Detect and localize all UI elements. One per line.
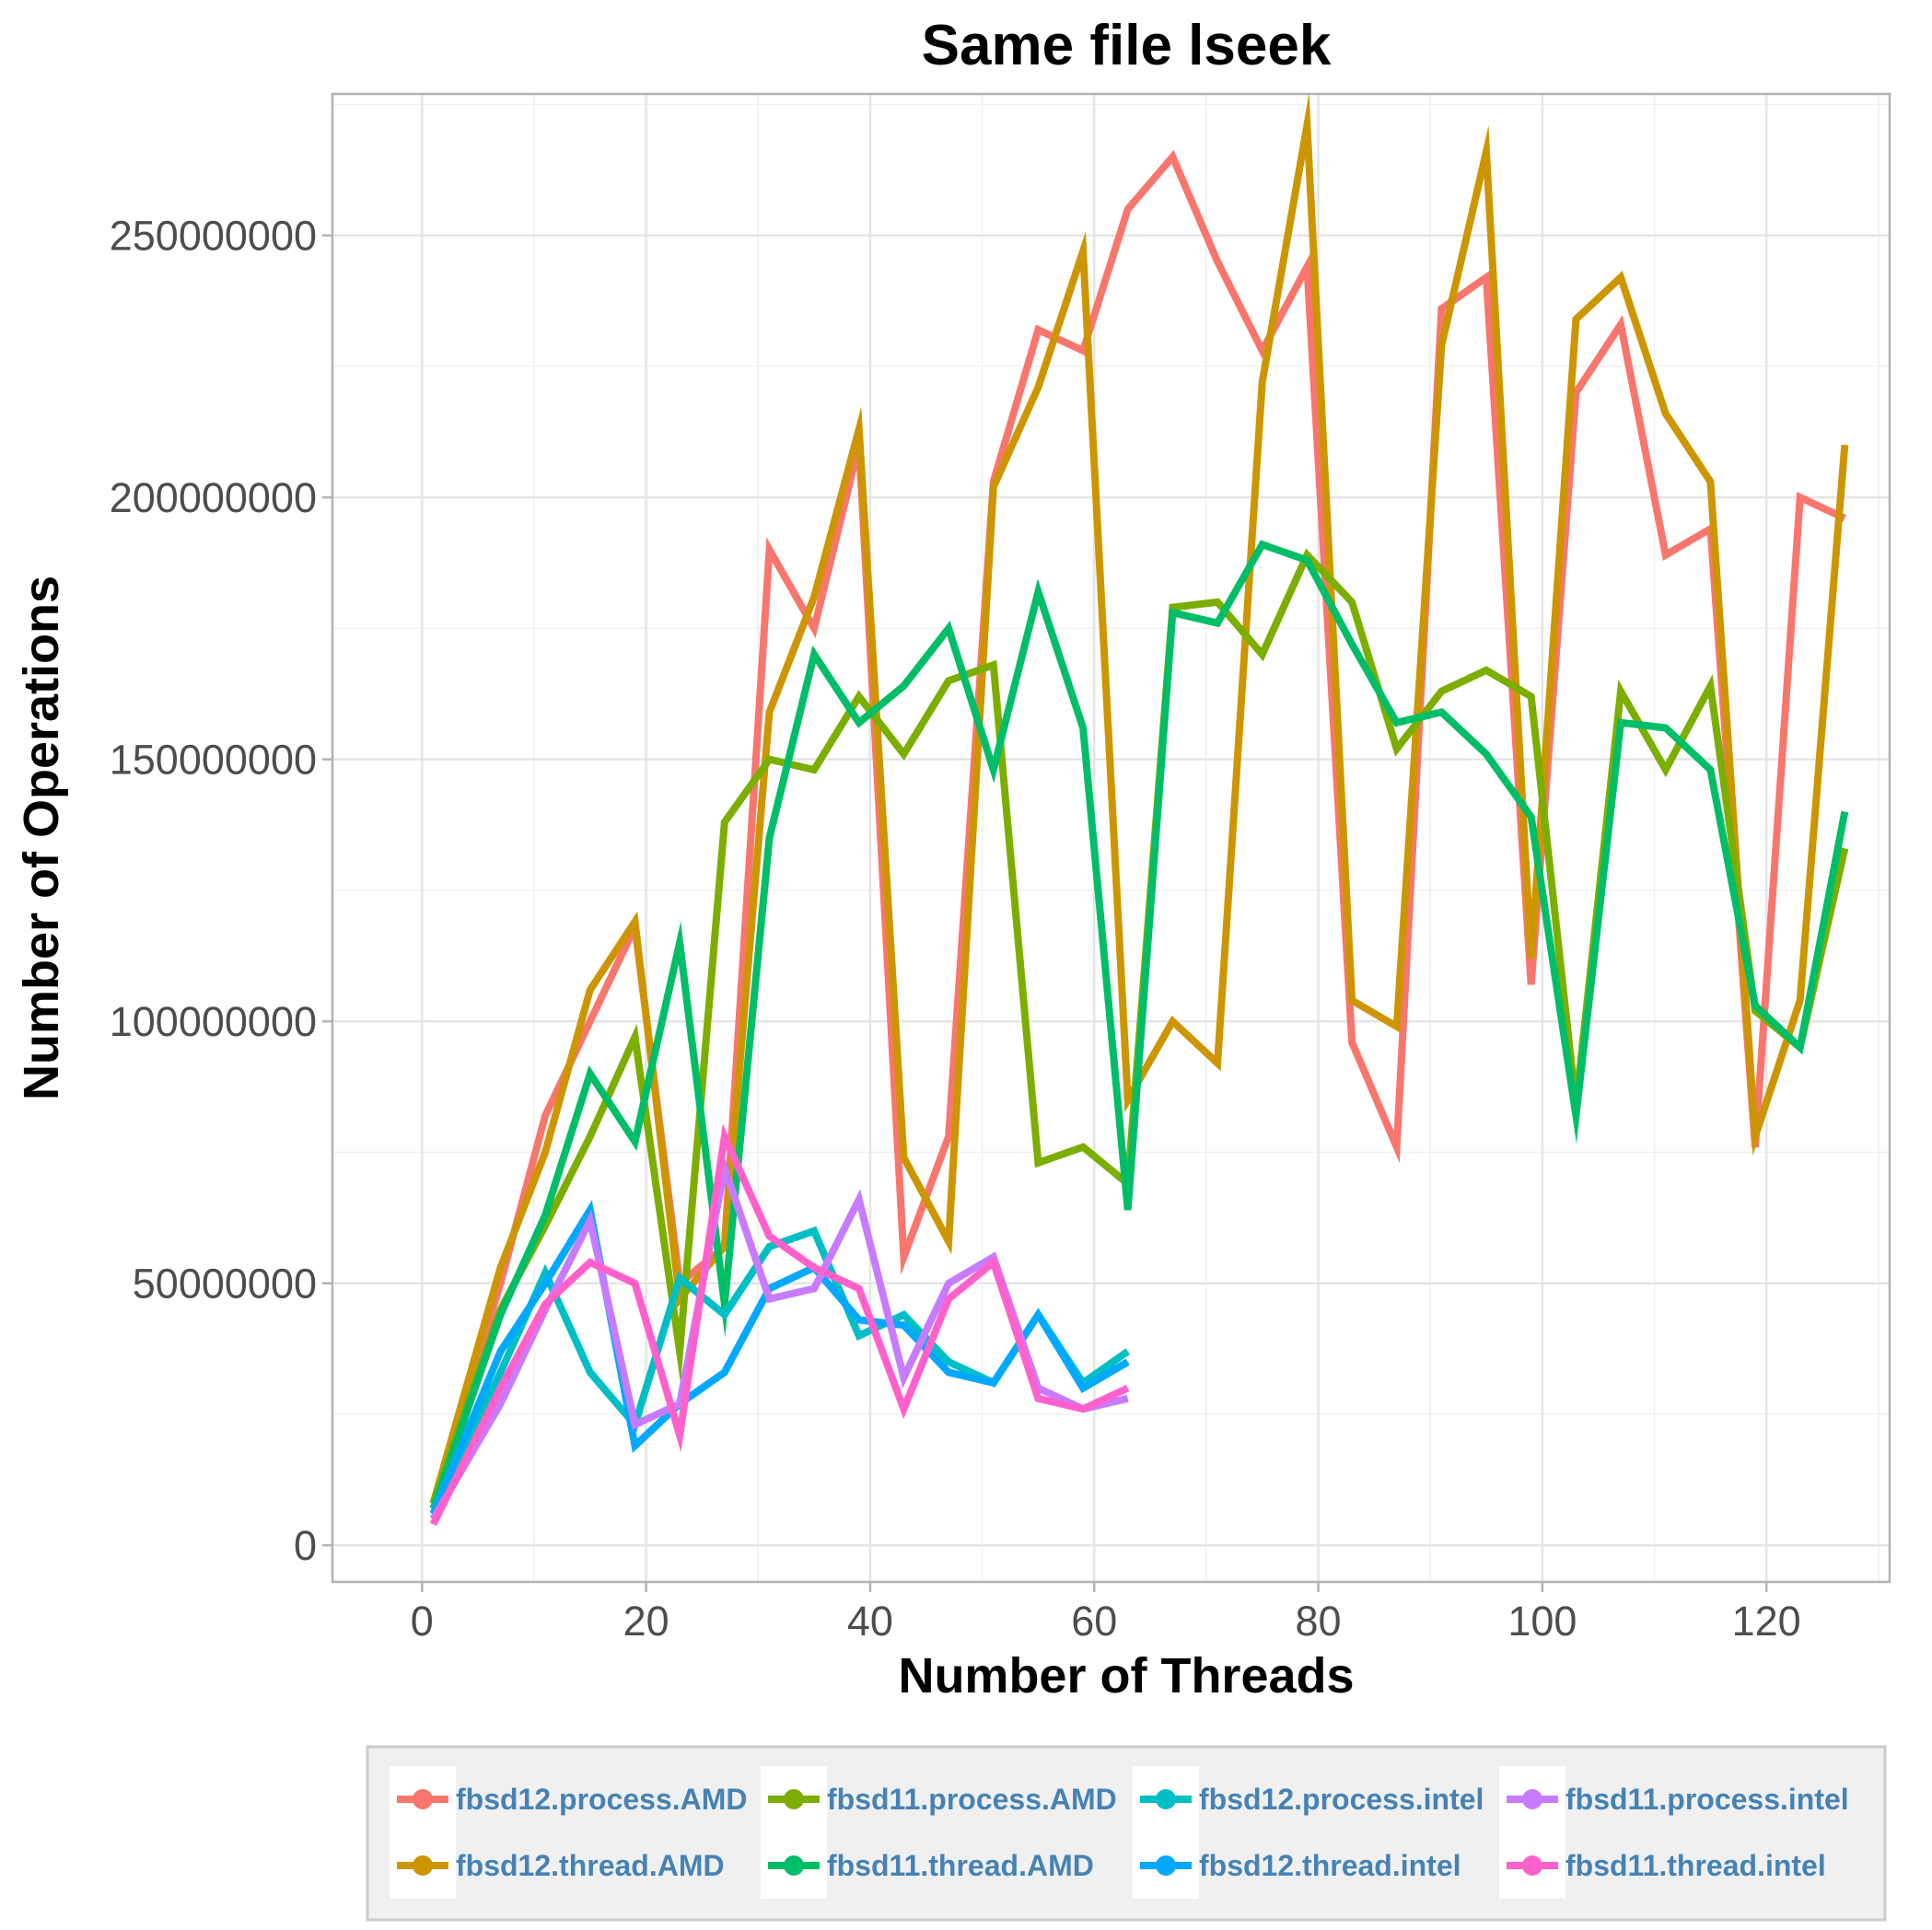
legend-background	[366, 1745, 1887, 1922]
legend-key-marker	[1156, 1855, 1176, 1876]
x-tick-label: 20	[623, 1598, 669, 1645]
y-tick-label: 100000000	[110, 998, 317, 1045]
legend-key-marker	[784, 1789, 804, 1809]
legend-label: fbsd12.thread.AMD	[456, 1849, 725, 1882]
legend-key-marker	[413, 1855, 433, 1876]
x-tick-label: 80	[1296, 1598, 1342, 1645]
legend-key-marker	[1522, 1855, 1542, 1876]
plot-panel	[331, 92, 1891, 1584]
legend-label: fbsd12.thread.intel	[1199, 1849, 1461, 1882]
x-axis-title: Number of Threads	[898, 1648, 1354, 1703]
minor-gridlines	[332, 94, 1890, 1582]
legend-label: fbsd11.process.intel	[1565, 1783, 1849, 1816]
legend-key-marker	[413, 1789, 433, 1809]
y-axis-title: Number of Operations	[14, 576, 69, 1100]
x-tick-label: 0	[411, 1598, 434, 1645]
legend-items: fbsd12.process.AMD fbsd11.process.AMD fbsd…	[390, 1766, 1849, 1899]
legend-key-marker	[1156, 1789, 1176, 1809]
series-line-fbsd11-thread-AMD	[429, 540, 1849, 1510]
series-line-fbsd11-thread-intel	[429, 1123, 1130, 1527]
legend-key-marker	[784, 1855, 804, 1876]
legend-label: fbsd11.thread.AMD	[827, 1849, 1094, 1882]
legend-label: fbsd12.process.intel	[1199, 1783, 1484, 1816]
y-tick-label: 0	[294, 1522, 317, 1569]
plot-panel-border	[331, 92, 1891, 1584]
y-tick-label: 50000000	[133, 1261, 317, 1308]
x-tick-label: 40	[847, 1598, 893, 1645]
x-tick-label: 120	[1732, 1598, 1801, 1645]
legend-label: fbsd12.process.AMD	[456, 1783, 748, 1816]
y-axis: 0 50000000 100000000 150000000 200000000 2500…	[110, 213, 332, 1569]
x-tick-label: 60	[1071, 1598, 1117, 1645]
chart-title: Same file lseek	[922, 14, 1332, 77]
series-lines	[429, 92, 1849, 1527]
legend-label: fbsd11.process.AMD	[827, 1783, 1117, 1816]
series-line-fbsd12-thread-intel	[429, 1200, 1130, 1516]
y-tick-label: 250000000	[110, 213, 317, 260]
legend-key-marker	[1522, 1789, 1542, 1809]
x-tick-label: 100	[1507, 1598, 1577, 1645]
legend: fbsd12.process.AMD fbsd11.process.AMD fbsd…	[366, 1745, 1887, 1922]
x-axis: 0 20 40 60 80 100 120	[411, 1582, 1801, 1645]
y-tick-label: 150000000	[110, 737, 317, 784]
legend-label: fbsd11.thread.intel	[1565, 1849, 1826, 1882]
y-tick-label: 200000000	[110, 474, 317, 521]
